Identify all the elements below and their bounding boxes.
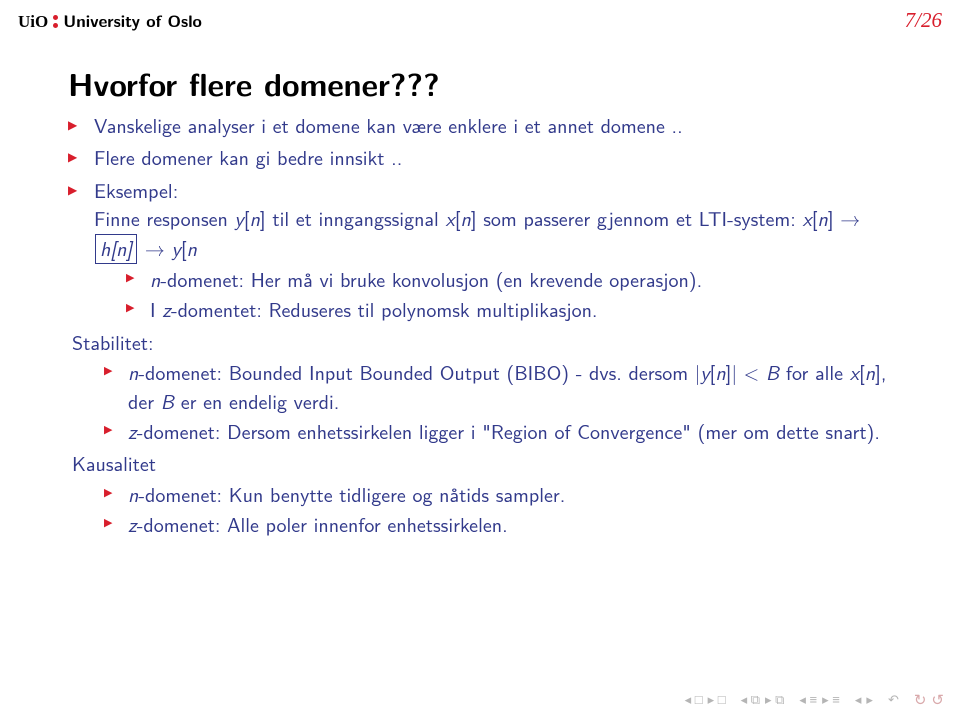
bullet-item: Vanskelige analyser i et domene kan være…	[68, 112, 900, 140]
nav-sub-back-icon[interactable]: ◂ ⧉	[741, 693, 760, 706]
brand-uio: UiO	[18, 12, 48, 31]
nav-toolbar: ◂ □ ▸ □ ◂ ⧉ ▸ ⧉ ◂ ≡ ▸ ≡ ◂ ▸ ↶ ↻ ↺	[685, 688, 944, 710]
sub-bullet-item: I z-domentet: Reduseres til polynomsk mu…	[126, 296, 900, 324]
bullet-item: Flere domener kan gi bedre innsikt ..	[68, 144, 900, 172]
bullet-item: Eksempel: Finne responsen y[n] til et in…	[68, 177, 900, 325]
bullet-text: Vanskelige analyser i et domene kan være…	[94, 111, 683, 140]
sub-bullet-item: z-domenet: Dersom enhetssirkelen ligger …	[104, 418, 900, 446]
section-heading: Kausalitet n-domenet: Kun benytte tidlig…	[68, 450, 900, 539]
nav-back-icon[interactable]: ↶	[888, 693, 899, 706]
nav-frame-fwd-icon[interactable]: ▸ □	[708, 693, 726, 706]
hn-box: h[n]	[95, 234, 137, 264]
nav-slide-fwd-icon[interactable]: ▸	[866, 693, 873, 706]
brand: UiO University of Oslo	[18, 9, 202, 33]
nav-slide-back-icon[interactable]: ◂	[855, 693, 862, 706]
page-number: 7/26	[905, 8, 942, 33]
section-label: Kausalitet	[72, 449, 156, 478]
slide-header: UiO University of Oslo 7/26	[18, 8, 942, 33]
nav-loop2-icon[interactable]: ↺	[931, 688, 944, 710]
sub-bullet-item: n-domenet: Bounded Input Bounded Output …	[104, 359, 900, 416]
bullet-text: Eksempel: Finne responsen y[n] til et in…	[94, 176, 860, 263]
nav-sect-fwd-icon[interactable]: ▸ ≡	[822, 693, 840, 706]
section-heading: Stabilitet: n-domenet: Bounded Input Bou…	[68, 329, 900, 447]
brand-dots-icon	[50, 15, 60, 28]
nav-sub-fwd-icon[interactable]: ▸ ⧉	[765, 693, 784, 706]
brand-university: University of Oslo	[63, 9, 202, 33]
bullet-text: Flere domener kan gi bedre innsikt ..	[94, 143, 402, 172]
sub-bullet-item: n-domenet: Her må vi bruke konvolusjon (…	[126, 266, 900, 294]
section-label: Stabilitet:	[72, 328, 154, 357]
nav-loop1-icon[interactable]: ↻	[914, 688, 927, 710]
slide-body: Vanskelige analyser i et domene kan være…	[68, 112, 900, 543]
sub-bullet-item: z-domenet: Alle poler innenfor enhetssir…	[104, 511, 900, 539]
sub-bullet-item: n-domenet: Kun benytte tidligere og nåti…	[104, 481, 900, 509]
nav-sect-back-icon[interactable]: ◂ ≡	[799, 693, 817, 706]
nav-frame-back-icon[interactable]: ◂ □	[685, 693, 703, 706]
slide-title: Hvorfor flere domener???	[68, 60, 440, 106]
